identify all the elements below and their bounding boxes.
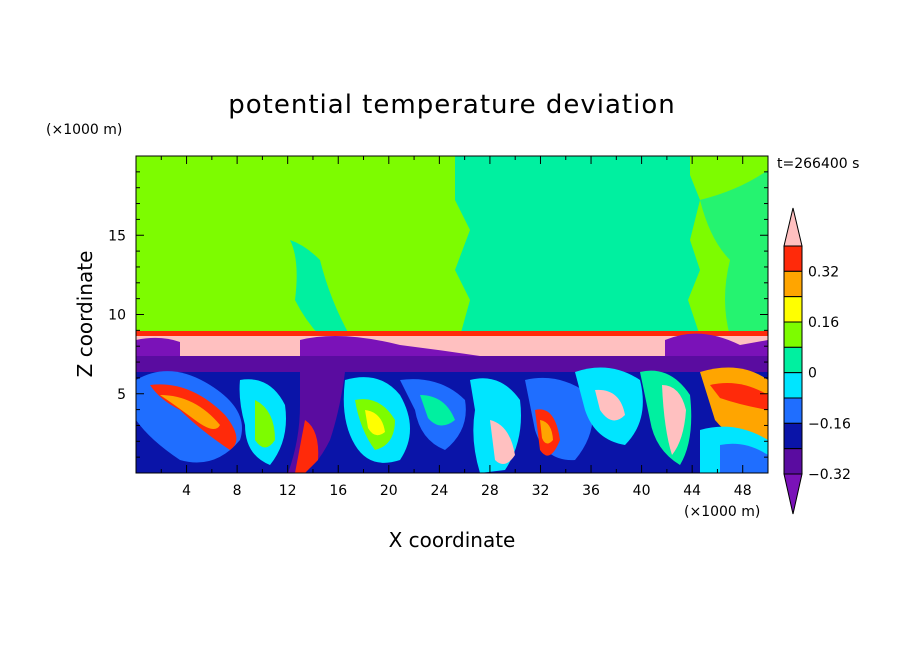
colorbar-swatch bbox=[783, 270, 803, 298]
colorbar-swatch bbox=[783, 422, 803, 450]
colorbar-label: −0.16 bbox=[808, 416, 851, 432]
colorbar-label: 0.32 bbox=[808, 264, 839, 280]
colorbar-label: 0 bbox=[808, 366, 817, 382]
colorbar-labels: 0.32 0.16 0 −0.16 −0.32 bbox=[808, 264, 851, 483]
y-unit-label: (×1000 m) bbox=[46, 122, 122, 138]
colorbar-swatch bbox=[783, 245, 803, 272]
colorbar-swatch bbox=[783, 448, 803, 475]
colorbar-top-arrow bbox=[783, 207, 803, 247]
colorbar-label: −0.32 bbox=[808, 467, 851, 483]
x-tick-label: 32 bbox=[532, 483, 550, 499]
x-tick-label: 48 bbox=[734, 483, 752, 499]
colorbar-label: 0.16 bbox=[808, 315, 839, 331]
colorbar-swatch bbox=[783, 372, 803, 399]
y-tick-label: 10 bbox=[108, 308, 126, 324]
colorbar bbox=[783, 207, 803, 515]
y-tick-label: 15 bbox=[108, 228, 126, 244]
x-tick-label: 40 bbox=[633, 483, 651, 499]
x-tick-label: 28 bbox=[481, 483, 499, 499]
x-tick-label: 36 bbox=[582, 483, 600, 499]
x-tick-label: 20 bbox=[380, 483, 398, 499]
y-tick-label: 5 bbox=[117, 387, 126, 403]
x-tick-label: 12 bbox=[279, 483, 297, 499]
x-unit-label: (×1000 m) bbox=[684, 504, 760, 520]
colorbar-swatch bbox=[783, 321, 803, 348]
x-tick-label: 16 bbox=[329, 483, 347, 499]
colorbar-swatch bbox=[783, 397, 803, 424]
time-label: t=266400 s bbox=[777, 156, 859, 172]
x-axis: 4 8 12 16 20 24 28 32 36 40 44 48 bbox=[160, 156, 752, 499]
colorbar-bottom-arrow bbox=[783, 473, 803, 515]
y-axis-label: Z coordinate bbox=[73, 251, 97, 378]
colorbar-swatch bbox=[783, 296, 803, 323]
chart-title: potential temperature deviation bbox=[228, 90, 675, 120]
plot-area bbox=[136, 156, 768, 473]
x-tick-label: 8 bbox=[233, 483, 242, 499]
colorbar-swatch bbox=[783, 346, 803, 374]
x-tick-label: 24 bbox=[430, 483, 448, 499]
x-tick-label: 4 bbox=[182, 483, 191, 499]
x-tick-label: 44 bbox=[683, 483, 701, 499]
y-axis: 5 10 15 bbox=[108, 171, 768, 458]
x-axis-label: X coordinate bbox=[389, 528, 516, 552]
